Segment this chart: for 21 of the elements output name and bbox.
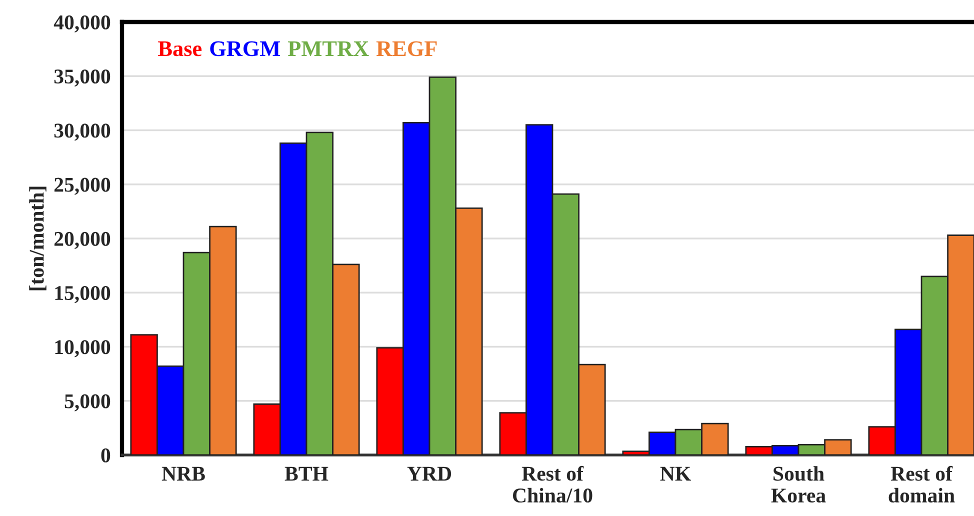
y-tick-label: 25,000	[54, 178, 110, 195]
x-tick-label: YRD	[407, 466, 452, 481]
y-tick-label: 40,000	[54, 15, 110, 32]
x-tick-label: BTH	[284, 466, 328, 481]
y-tick-label: 30,000	[54, 124, 110, 141]
y-tick-label: 0	[101, 448, 110, 462]
y-tick-label: 20,000	[54, 232, 110, 249]
text: GRGM	[210, 41, 280, 56]
text: REGF	[376, 41, 437, 56]
x-tick-label: NRB	[162, 466, 205, 481]
x-tick-label: Rest of China/10	[513, 466, 592, 503]
y-tick-label: 15,000	[55, 286, 110, 304]
x-tick-label: South Korea	[771, 466, 826, 503]
y-tick-label: 5,000	[64, 394, 110, 412]
text: PMTRX	[288, 41, 369, 56]
y-axis-title: [ton/month]	[29, 186, 46, 290]
text: Base	[158, 41, 202, 56]
y-tick-label: 35,000	[54, 70, 110, 87]
y-tick-label: 10,000	[55, 340, 110, 358]
x-tick-label: Rest of domain	[888, 466, 955, 503]
x-tick-label: NK	[660, 466, 691, 481]
